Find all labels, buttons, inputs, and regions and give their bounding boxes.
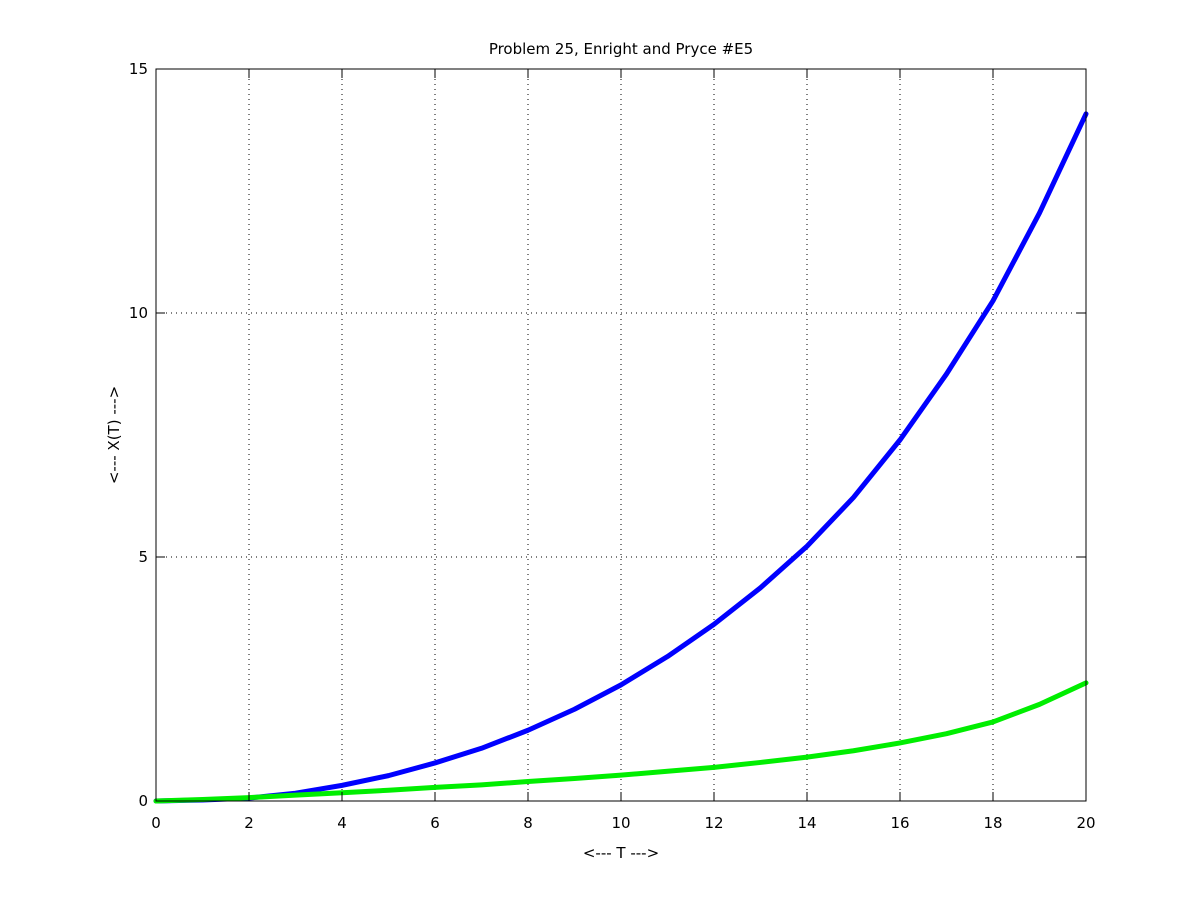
x-tick-label: 4	[337, 814, 347, 832]
x-tick-label: 18	[983, 814, 1002, 832]
x-tick-label: 0	[151, 814, 161, 832]
plot-series	[153, 111, 1089, 804]
tick-labels: 0 2 4 6 8 10 12 14 16 18 20 0 5 10 15	[129, 60, 1096, 832]
x-tick-label: 16	[890, 814, 909, 832]
series-line-1	[153, 111, 1089, 804]
grid-lines	[156, 69, 1086, 801]
x-tick-label: 10	[611, 814, 630, 832]
chart-title: Problem 25, Enright and Pryce #E5	[489, 40, 753, 58]
x-tick-label: 12	[704, 814, 723, 832]
series-line-2	[153, 680, 1089, 804]
y-tick-label: 15	[129, 60, 148, 78]
y-tick-label: 10	[129, 304, 148, 322]
y-tick-label: 0	[138, 792, 148, 810]
x-tick-label: 20	[1076, 814, 1095, 832]
x-tick-label: 14	[797, 814, 816, 832]
y-tick-label: 5	[138, 548, 148, 566]
x-axis-label: <--- T --->	[583, 844, 659, 862]
x-tick-label: 8	[523, 814, 533, 832]
x-tick-label: 6	[430, 814, 440, 832]
y-axis-label: <--- X(T) --->	[105, 386, 123, 484]
x-tick-label: 2	[244, 814, 254, 832]
axis-ticks	[155, 68, 1087, 802]
